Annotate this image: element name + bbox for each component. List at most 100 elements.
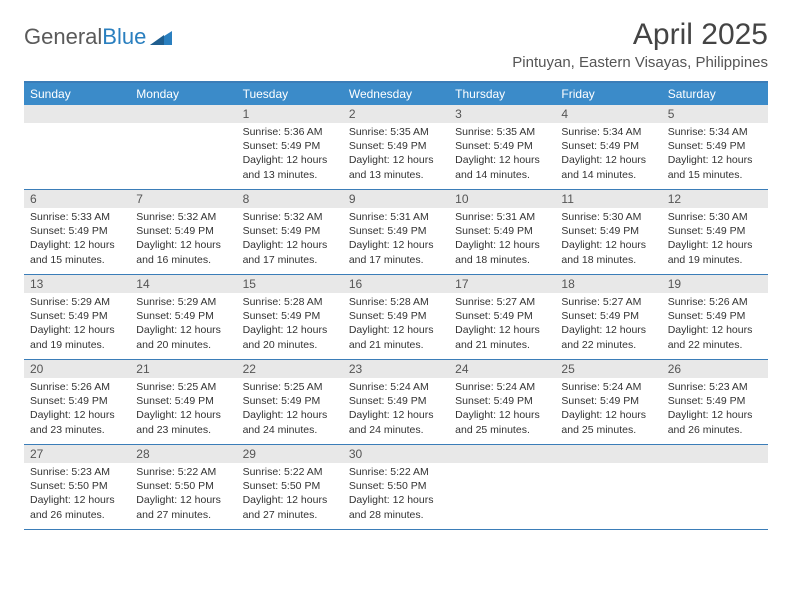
day-body (555, 463, 661, 471)
day-body: Sunrise: 5:31 AMSunset: 5:49 PMDaylight:… (449, 208, 555, 273)
day-number (555, 445, 661, 463)
header: GeneralBlue April 2025 Pintuyan, Eastern… (24, 18, 768, 71)
day-number (24, 105, 130, 123)
day-number: 3 (449, 105, 555, 123)
calendar-day-header: SundayMondayTuesdayWednesdayThursdayFrid… (24, 83, 768, 105)
day-body: Sunrise: 5:24 AMSunset: 5:49 PMDaylight:… (449, 378, 555, 443)
day-body: Sunrise: 5:35 AMSunset: 5:49 PMDaylight:… (449, 123, 555, 188)
title-block: April 2025 Pintuyan, Eastern Visayas, Ph… (512, 18, 768, 71)
calendar-cell: 4Sunrise: 5:34 AMSunset: 5:49 PMDaylight… (555, 105, 661, 189)
day-number: 16 (343, 275, 449, 293)
day-body: Sunrise: 5:33 AMSunset: 5:49 PMDaylight:… (24, 208, 130, 273)
day-body: Sunrise: 5:25 AMSunset: 5:49 PMDaylight:… (130, 378, 236, 443)
month-title: April 2025 (512, 18, 768, 52)
day-body: Sunrise: 5:24 AMSunset: 5:49 PMDaylight:… (343, 378, 449, 443)
logo-text: GeneralBlue (24, 24, 146, 50)
day-number: 10 (449, 190, 555, 208)
day-number: 26 (662, 360, 768, 378)
calendar-cell: 21Sunrise: 5:25 AMSunset: 5:49 PMDayligh… (130, 360, 236, 444)
day-number: 29 (237, 445, 343, 463)
day-body: Sunrise: 5:31 AMSunset: 5:49 PMDaylight:… (343, 208, 449, 273)
calendar-cell: 7Sunrise: 5:32 AMSunset: 5:49 PMDaylight… (130, 190, 236, 274)
day-number: 1 (237, 105, 343, 123)
day-body: Sunrise: 5:25 AMSunset: 5:49 PMDaylight:… (237, 378, 343, 443)
day-body (662, 463, 768, 471)
day-number: 12 (662, 190, 768, 208)
day-body: Sunrise: 5:29 AMSunset: 5:49 PMDaylight:… (24, 293, 130, 358)
calendar-cell: 24Sunrise: 5:24 AMSunset: 5:49 PMDayligh… (449, 360, 555, 444)
day-number: 24 (449, 360, 555, 378)
calendar-cell: 28Sunrise: 5:22 AMSunset: 5:50 PMDayligh… (130, 445, 236, 529)
day-body: Sunrise: 5:28 AMSunset: 5:49 PMDaylight:… (343, 293, 449, 358)
day-number: 4 (555, 105, 661, 123)
calendar-cell: 22Sunrise: 5:25 AMSunset: 5:49 PMDayligh… (237, 360, 343, 444)
calendar-cell: 5Sunrise: 5:34 AMSunset: 5:49 PMDaylight… (662, 105, 768, 189)
day-number: 17 (449, 275, 555, 293)
calendar-cell (662, 445, 768, 529)
day-number (130, 105, 236, 123)
day-number: 18 (555, 275, 661, 293)
calendar-cell (555, 445, 661, 529)
day-body: Sunrise: 5:34 AMSunset: 5:49 PMDaylight:… (555, 123, 661, 188)
calendar-cell (130, 105, 236, 189)
calendar-cell: 6Sunrise: 5:33 AMSunset: 5:49 PMDaylight… (24, 190, 130, 274)
calendar-cell: 3Sunrise: 5:35 AMSunset: 5:49 PMDaylight… (449, 105, 555, 189)
calendar-cell (449, 445, 555, 529)
day-number: 8 (237, 190, 343, 208)
day-body (130, 123, 236, 131)
calendar-cell: 12Sunrise: 5:30 AMSunset: 5:49 PMDayligh… (662, 190, 768, 274)
day-body: Sunrise: 5:26 AMSunset: 5:49 PMDaylight:… (24, 378, 130, 443)
day-header-cell: Wednesday (343, 83, 449, 105)
day-header-cell: Saturday (662, 83, 768, 105)
day-body: Sunrise: 5:34 AMSunset: 5:49 PMDaylight:… (662, 123, 768, 188)
day-body: Sunrise: 5:22 AMSunset: 5:50 PMDaylight:… (343, 463, 449, 528)
calendar-cell: 8Sunrise: 5:32 AMSunset: 5:49 PMDaylight… (237, 190, 343, 274)
calendar-week-row: 13Sunrise: 5:29 AMSunset: 5:49 PMDayligh… (24, 275, 768, 360)
day-number: 15 (237, 275, 343, 293)
day-number (662, 445, 768, 463)
day-number: 9 (343, 190, 449, 208)
calendar-week-row: 1Sunrise: 5:36 AMSunset: 5:49 PMDaylight… (24, 105, 768, 190)
day-number: 25 (555, 360, 661, 378)
day-number: 13 (24, 275, 130, 293)
day-number: 7 (130, 190, 236, 208)
calendar-cell: 2Sunrise: 5:35 AMSunset: 5:49 PMDaylight… (343, 105, 449, 189)
day-body: Sunrise: 5:24 AMSunset: 5:49 PMDaylight:… (555, 378, 661, 443)
calendar-week-row: 6Sunrise: 5:33 AMSunset: 5:49 PMDaylight… (24, 190, 768, 275)
day-body: Sunrise: 5:28 AMSunset: 5:49 PMDaylight:… (237, 293, 343, 358)
day-body: Sunrise: 5:27 AMSunset: 5:49 PMDaylight:… (449, 293, 555, 358)
calendar-cell: 25Sunrise: 5:24 AMSunset: 5:49 PMDayligh… (555, 360, 661, 444)
day-body (449, 463, 555, 471)
logo: GeneralBlue (24, 18, 172, 50)
calendar-cell: 13Sunrise: 5:29 AMSunset: 5:49 PMDayligh… (24, 275, 130, 359)
day-body (24, 123, 130, 131)
calendar-cell: 9Sunrise: 5:31 AMSunset: 5:49 PMDaylight… (343, 190, 449, 274)
calendar-cell: 16Sunrise: 5:28 AMSunset: 5:49 PMDayligh… (343, 275, 449, 359)
calendar-cell (24, 105, 130, 189)
day-body: Sunrise: 5:36 AMSunset: 5:49 PMDaylight:… (237, 123, 343, 188)
calendar-cell: 15Sunrise: 5:28 AMSunset: 5:49 PMDayligh… (237, 275, 343, 359)
day-body: Sunrise: 5:32 AMSunset: 5:49 PMDaylight:… (130, 208, 236, 273)
day-number: 14 (130, 275, 236, 293)
day-header-cell: Friday (555, 83, 661, 105)
calendar-cell: 14Sunrise: 5:29 AMSunset: 5:49 PMDayligh… (130, 275, 236, 359)
day-number: 19 (662, 275, 768, 293)
day-number: 28 (130, 445, 236, 463)
day-body: Sunrise: 5:35 AMSunset: 5:49 PMDaylight:… (343, 123, 449, 188)
day-body: Sunrise: 5:30 AMSunset: 5:49 PMDaylight:… (555, 208, 661, 273)
calendar-cell: 23Sunrise: 5:24 AMSunset: 5:49 PMDayligh… (343, 360, 449, 444)
day-body: Sunrise: 5:22 AMSunset: 5:50 PMDaylight:… (130, 463, 236, 528)
logo-text-gray: General (24, 24, 102, 49)
calendar: SundayMondayTuesdayWednesdayThursdayFrid… (24, 81, 768, 530)
day-number: 2 (343, 105, 449, 123)
calendar-cell: 10Sunrise: 5:31 AMSunset: 5:49 PMDayligh… (449, 190, 555, 274)
day-number (449, 445, 555, 463)
day-body: Sunrise: 5:23 AMSunset: 5:49 PMDaylight:… (662, 378, 768, 443)
day-header-cell: Thursday (449, 83, 555, 105)
calendar-cell: 30Sunrise: 5:22 AMSunset: 5:50 PMDayligh… (343, 445, 449, 529)
calendar-cell: 1Sunrise: 5:36 AMSunset: 5:49 PMDaylight… (237, 105, 343, 189)
day-body: Sunrise: 5:29 AMSunset: 5:49 PMDaylight:… (130, 293, 236, 358)
calendar-cell: 26Sunrise: 5:23 AMSunset: 5:49 PMDayligh… (662, 360, 768, 444)
calendar-weeks: 1Sunrise: 5:36 AMSunset: 5:49 PMDaylight… (24, 105, 768, 530)
calendar-cell: 18Sunrise: 5:27 AMSunset: 5:49 PMDayligh… (555, 275, 661, 359)
